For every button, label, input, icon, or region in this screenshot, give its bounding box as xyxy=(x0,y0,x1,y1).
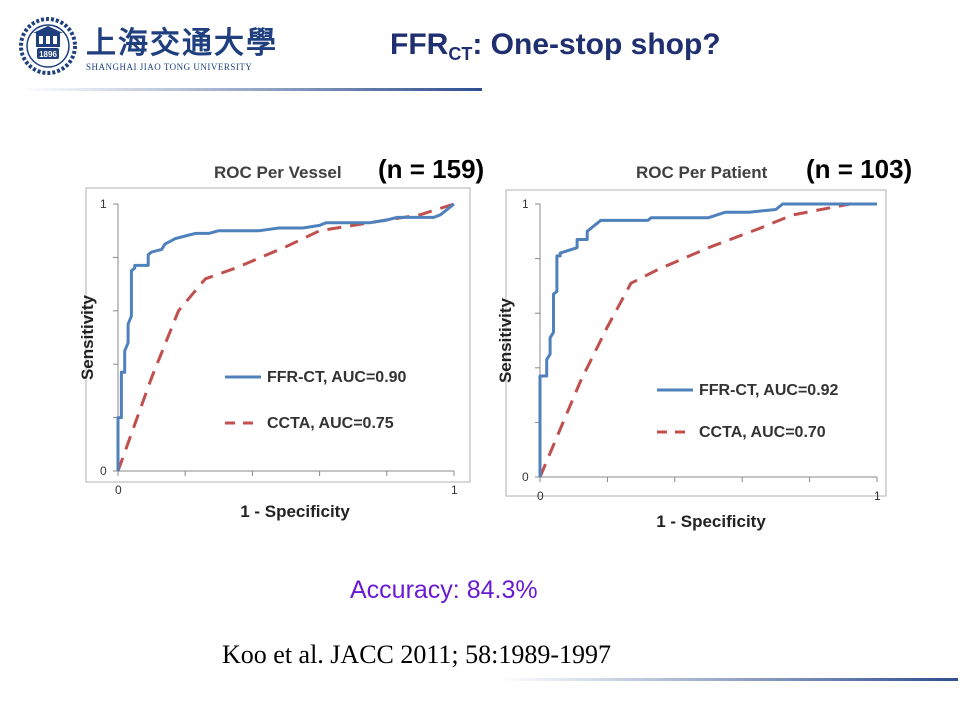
y-tick-label-2-0: 0 xyxy=(522,470,529,484)
university-seal-icon: 1896 xyxy=(19,17,77,75)
x-axis-label-2: 1 - Specificity xyxy=(656,512,766,531)
university-logo: 1896 上海交通大學 SHANGHAI JIAO TONG UNIVERSIT… xyxy=(18,16,276,76)
title-main: FFR xyxy=(390,28,449,61)
citation-text: Koo et al. JACC 2011; 58:1989-1997 xyxy=(222,640,612,669)
legend-label-2-1: FFR-CT, AUC=0.92 xyxy=(699,382,839,399)
chart-title-n-1: (n = 159) xyxy=(378,154,484,184)
footer-divider xyxy=(500,678,958,681)
chart-title-2: ROC Per Patient xyxy=(636,163,768,182)
x-tick-label-1-1: 1 xyxy=(451,483,458,497)
header-divider xyxy=(20,88,482,91)
university-name-english: SHANGHAI JIAO TONG UNIVERSITY xyxy=(86,62,253,72)
y-tick-label-1-0: 0 xyxy=(100,464,107,478)
ccta-series-line-2 xyxy=(538,202,877,478)
slide-title: FFRCT: One-stop shop? xyxy=(390,28,721,65)
chart-frame-2 xyxy=(505,189,887,497)
chart-title-1: ROC Per Vessel xyxy=(214,163,342,182)
legend-label-1-2: CCTA, AUC=0.75 xyxy=(267,415,394,432)
y-tick-label-1-1: 1 xyxy=(100,197,107,211)
title-rest: : One-stop shop? xyxy=(472,28,721,61)
chart-frame-1 xyxy=(85,187,471,483)
y-axis-label-2: Sensitivity xyxy=(496,297,515,383)
y-axis-label-1: Sensitivity xyxy=(78,294,97,380)
y-tick-label-2-1: 1 xyxy=(522,197,529,211)
x-tick-label-2-1: 1 xyxy=(874,489,881,503)
chart-title-n-2: (n = 103) xyxy=(806,154,912,184)
ffrct-series-line-2 xyxy=(538,202,877,477)
ffrct-series-line-1 xyxy=(116,202,455,471)
legend-label-1-1: FFR-CT, AUC=0.90 xyxy=(267,369,407,386)
title-subscript: CT xyxy=(448,44,473,64)
university-name-chinese: 上海交通大學 xyxy=(86,26,278,61)
x-tick-label-1-0: 0 xyxy=(115,483,122,497)
accuracy-text: Accuracy: 84.3% xyxy=(350,576,538,604)
legend-label-2-2: CCTA, AUC=0.70 xyxy=(699,424,826,441)
seal-year: 1896 xyxy=(39,50,57,59)
x-axis-label-1: 1 - Specificity xyxy=(240,502,350,521)
x-tick-label-2-0: 0 xyxy=(537,489,544,503)
